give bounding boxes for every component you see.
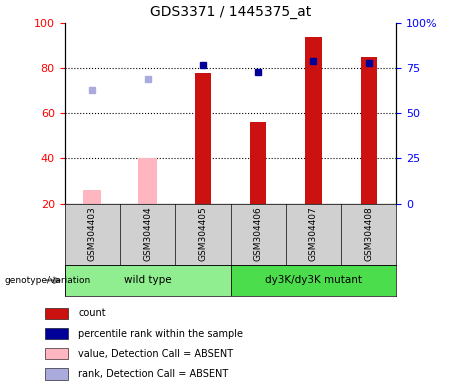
Bar: [45, 368, 68, 379]
Bar: [45, 348, 68, 359]
Text: GSM304403: GSM304403: [88, 207, 97, 262]
Bar: [305, 36, 322, 204]
Bar: [361, 57, 377, 204]
Text: genotype/variation: genotype/variation: [5, 276, 91, 285]
Bar: [65, 265, 230, 296]
Text: wild type: wild type: [124, 275, 171, 285]
Bar: [83, 190, 101, 204]
Text: GSM304405: GSM304405: [198, 207, 207, 262]
Bar: [45, 328, 68, 339]
Bar: [250, 122, 266, 204]
Bar: [195, 73, 211, 204]
Bar: [138, 159, 157, 204]
Text: count: count: [78, 308, 106, 318]
Text: rank, Detection Call = ABSENT: rank, Detection Call = ABSENT: [78, 369, 229, 379]
Text: GSM304408: GSM304408: [364, 207, 373, 262]
Text: GSM304406: GSM304406: [254, 207, 263, 262]
Text: value, Detection Call = ABSENT: value, Detection Call = ABSENT: [78, 349, 233, 359]
Text: GSM304404: GSM304404: [143, 207, 152, 261]
Title: GDS3371 / 1445375_at: GDS3371 / 1445375_at: [150, 5, 311, 19]
Text: dy3K/dy3K mutant: dy3K/dy3K mutant: [265, 275, 362, 285]
Bar: [45, 308, 68, 319]
Text: GSM304407: GSM304407: [309, 207, 318, 262]
Bar: [230, 265, 396, 296]
Text: percentile rank within the sample: percentile rank within the sample: [78, 329, 243, 339]
